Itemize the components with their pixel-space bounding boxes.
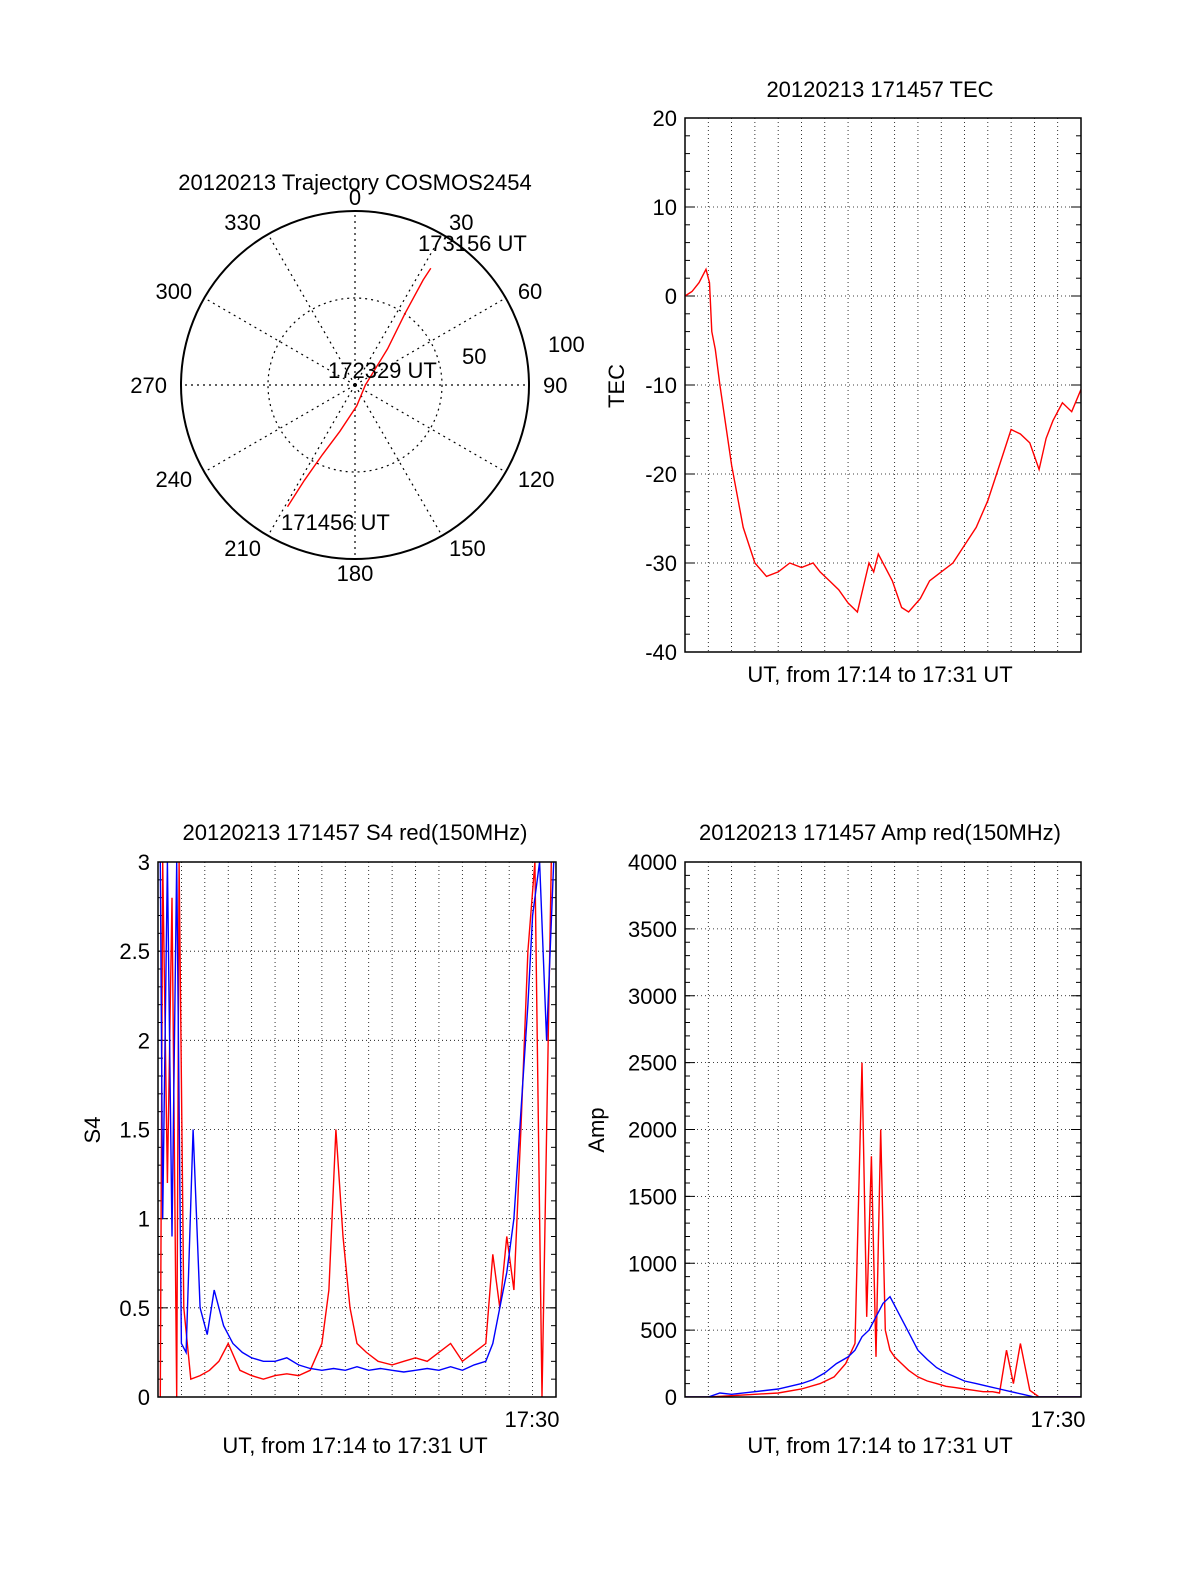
polar-azimuth-label: 0 [349, 185, 361, 210]
polar-radius-label: 100 [548, 332, 585, 357]
polar-azimuth-label: 300 [155, 279, 192, 304]
polar-spoke [354, 384, 443, 536]
polar-outer-circle [180, 210, 530, 560]
s4-title: 20120213 171457 S4 red(150MHz) [183, 820, 528, 845]
amp-xtick-label: 17:30 [1030, 1407, 1085, 1432]
polar-spoke [204, 297, 356, 386]
s4-ytick-label: 2.5 [119, 939, 150, 964]
polar-spoke [354, 297, 506, 386]
amp-ytick-label: 500 [640, 1318, 677, 1343]
polar-trajectory-panel: 20120213 Trajectory COSMOS2454 0 30 60 90 12… [130, 170, 584, 586]
polar-grid-circle [267, 297, 443, 473]
tec-ytick-label: -10 [645, 373, 677, 398]
polar-azimuth-label: 180 [337, 561, 374, 586]
polar-radius-label: 50 [462, 344, 486, 369]
amp-ytick-label: 1500 [628, 1184, 677, 1209]
polar-azimuth-label: 120 [518, 467, 555, 492]
polar-spoke [354, 234, 443, 386]
tec-xlabel: UT, from 17:14 to 17:31 UT [747, 662, 1012, 687]
s4-ylabel: S4 [80, 1117, 105, 1144]
s4-series-red [159, 862, 552, 1397]
tec-ytick-label: -40 [645, 640, 677, 665]
tec-frame [684, 117, 1082, 653]
tec-title: 20120213 171457 TEC [766, 77, 993, 102]
amp-title: 20120213 171457 Amp red(150MHz) [699, 820, 1061, 845]
s4-xtick-label: 17:30 [504, 1407, 559, 1432]
tec-panel: 20120213 171457 TEC UT, from 17:14 to 17… [604, 77, 1082, 687]
amp-ytick-label: 0 [665, 1385, 677, 1410]
tec-ytick-label: 0 [665, 284, 677, 309]
tec-ytick-label: 20 [653, 106, 677, 131]
s4-ytick-label: 0 [138, 1385, 150, 1410]
polar-azimuth-label: 90 [543, 373, 567, 398]
polar-azimuth-labels: 0 30 60 90 120 150 180 210 240 270 300 330 [130, 185, 567, 586]
tec-ytick-label: -20 [645, 462, 677, 487]
amp-series-blue [685, 1295, 1081, 1397]
polar-trajectory-series [286, 267, 432, 508]
polar-title: 20120213 Trajectory COSMOS2454 [178, 170, 531, 195]
s4-ytick-label: 0.5 [119, 1296, 150, 1321]
annotation-mid-time: 172329 UT [328, 358, 437, 383]
polar-spoke [204, 384, 356, 473]
s4-xlabel: UT, from 17:14 to 17:31 UT [222, 1433, 487, 1458]
polar-spoke [267, 234, 356, 386]
s4-ytick-label: 1.5 [119, 1118, 150, 1143]
polar-azimuth-label: 210 [224, 536, 261, 561]
s4-ytick-label: 3 [138, 850, 150, 875]
polar-azimuth-label: 60 [518, 279, 542, 304]
polar-spoke [354, 384, 506, 473]
polar-azimuth-label: 30 [449, 210, 473, 235]
s4-ytick-label: 2 [138, 1028, 150, 1053]
amp-xlabel: UT, from 17:14 to 17:31 UT [747, 1433, 1012, 1458]
amp-ytick-label: 2500 [628, 1051, 677, 1076]
amp-panel: 20120213 171457 Amp red(150MHz) UT, from… [584, 820, 1086, 1458]
amp-frame [684, 861, 1082, 1398]
polar-radius-labels: 50 100 [462, 332, 585, 369]
s4-ytick-label: 1 [138, 1207, 150, 1232]
tec-series-red [685, 267, 1081, 614]
polar-trajectory-line [286, 267, 432, 508]
tec-ytick-label: 10 [653, 195, 677, 220]
s4-frame [157, 861, 557, 1398]
polar-azimuth-label: 240 [155, 467, 192, 492]
tec-ytick-label: -30 [645, 551, 677, 576]
polar-azimuth-label: 270 [130, 373, 167, 398]
amp-ylabel: Amp [584, 1107, 609, 1152]
polar-spoke [267, 384, 356, 536]
amp-ytick-label: 2000 [628, 1118, 677, 1143]
s4-series-blue [159, 862, 555, 1373]
s4-panel: 20120213 171457 S4 red(150MHz) UT, from … [80, 820, 560, 1458]
polar-azimuth-label: 330 [224, 210, 261, 235]
amp-ytick-label: 3500 [628, 917, 677, 942]
polar-grid [180, 210, 530, 560]
amp-series-red [685, 1062, 1081, 1397]
polar-azimuth-label: 150 [449, 536, 486, 561]
tec-ylabel: TEC [604, 364, 629, 408]
amp-ytick-label: 1000 [628, 1251, 677, 1276]
annotation-end-time: 173156 UT [418, 231, 527, 256]
amp-ytick-label: 4000 [628, 850, 677, 875]
amp-ytick-label: 3000 [628, 984, 677, 1009]
annotation-start-time: 171456 UT [281, 510, 390, 535]
